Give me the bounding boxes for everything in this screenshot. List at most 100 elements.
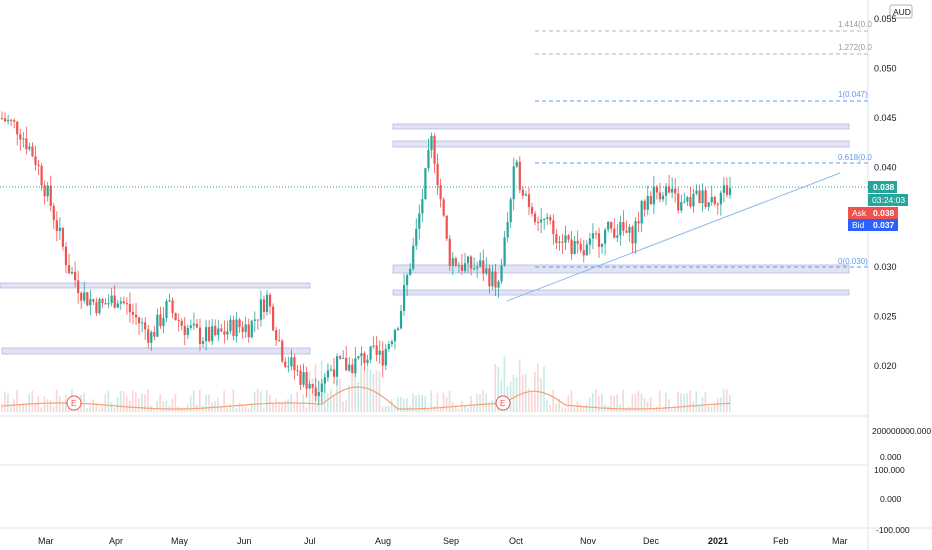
candle-body	[579, 243, 582, 251]
volume-bar	[186, 404, 189, 412]
candle-body	[418, 213, 421, 229]
candle-body	[354, 358, 357, 374]
volume-bar	[582, 406, 585, 412]
candle-body	[515, 161, 518, 167]
volume-bar	[527, 388, 530, 412]
volume-bar	[396, 397, 399, 412]
bid-value: 0.037	[873, 220, 895, 230]
candle-body	[250, 320, 253, 338]
candle-body	[238, 319, 241, 328]
fib-label-1414: 1.414(0.0	[838, 20, 872, 29]
volume-bar	[174, 394, 177, 412]
volume-bar	[86, 408, 88, 412]
volume-bar	[561, 407, 564, 412]
osc-axis-tick-top: 0.000	[880, 452, 902, 462]
candle-body	[421, 199, 424, 214]
candle-body	[101, 299, 104, 304]
candle-body	[372, 345, 375, 347]
candle-body	[223, 331, 226, 335]
volume-bar	[311, 378, 314, 412]
candle-body	[278, 340, 281, 342]
candle-body	[147, 329, 150, 343]
candle-body	[351, 364, 354, 374]
volume-bar	[10, 404, 12, 412]
candle-body	[686, 197, 689, 202]
volume-bar	[573, 406, 576, 412]
currency-badge[interactable]: AUD	[889, 4, 913, 19]
zone-mid[interactable]	[392, 264, 850, 274]
earnings-marker[interactable]: E	[495, 395, 511, 411]
volume-bar	[637, 390, 640, 412]
candle-body	[396, 328, 400, 330]
volume-bar	[622, 389, 624, 412]
candle-body	[122, 301, 125, 304]
zone-left-1[interactable]	[0, 282, 311, 289]
candle-body	[55, 220, 58, 232]
volume-bar	[381, 406, 384, 412]
candle-body	[555, 234, 558, 243]
volume-bar	[113, 407, 116, 412]
candle-body	[713, 196, 716, 205]
candle-body	[40, 165, 43, 186]
volume-bar	[625, 408, 628, 412]
volume-bar	[619, 403, 621, 412]
currency-label: AUD	[893, 7, 911, 17]
candle-body	[591, 233, 595, 239]
volume-bar	[314, 364, 317, 412]
candle-body	[186, 327, 189, 335]
zone-high-2[interactable]	[392, 140, 850, 148]
trend-line[interactable]	[506, 172, 841, 302]
candle-body	[674, 188, 677, 194]
candle-body	[86, 292, 89, 306]
candle-body	[229, 319, 232, 332]
candle-body	[463, 263, 467, 271]
time-axis[interactable]: Mar Apr May Jun Jul Aug Sep Oct Nov Dec 2021 Feb Mar	[38, 536, 848, 546]
volume-bar	[378, 371, 381, 412]
candle-body	[25, 138, 28, 150]
candles	[0, 111, 732, 406]
volume-bar	[436, 392, 439, 412]
candle-body	[661, 195, 665, 200]
zone-high-1[interactable]	[392, 123, 850, 130]
volume-bar	[226, 407, 229, 412]
volume-bar	[403, 398, 405, 412]
earnings-marker[interactable]: E	[66, 395, 82, 411]
volume-bar	[192, 390, 195, 412]
candle-body	[357, 356, 360, 359]
candle-body	[67, 265, 71, 274]
candle-body	[482, 260, 485, 274]
candle-body	[3, 118, 7, 122]
candle-body	[314, 387, 317, 396]
candle-body	[107, 303, 110, 305]
candle-body	[430, 135, 433, 150]
volume-bar	[427, 407, 430, 412]
zone-left-2[interactable]	[1, 347, 311, 355]
candle-body	[573, 240, 576, 254]
candle-body	[162, 317, 165, 327]
candle-body	[375, 345, 378, 355]
volume-bar	[564, 408, 567, 412]
volume-bar	[384, 406, 387, 412]
volume-bar	[512, 375, 515, 412]
candle-body	[256, 319, 259, 321]
candle-body	[476, 266, 479, 269]
volume-bar	[125, 395, 128, 412]
volume-bar	[122, 391, 125, 412]
volume-bar	[393, 405, 396, 412]
volume-bar	[138, 397, 140, 412]
fib-label-1: 1(0.047)	[838, 90, 868, 99]
zone-low[interactable]	[392, 289, 850, 296]
volume-bar	[588, 397, 591, 412]
candle-body	[64, 246, 68, 266]
candle-body	[719, 192, 722, 205]
volume-bar	[531, 390, 533, 412]
volume-bar	[159, 394, 161, 412]
volume-bar	[46, 399, 49, 412]
volume-bar	[710, 406, 713, 412]
volume-bar	[308, 370, 311, 412]
volume-bar	[326, 392, 329, 412]
time-tick-label: Mar	[832, 536, 848, 546]
volume-bar	[689, 390, 692, 412]
volume-bar	[601, 393, 603, 412]
